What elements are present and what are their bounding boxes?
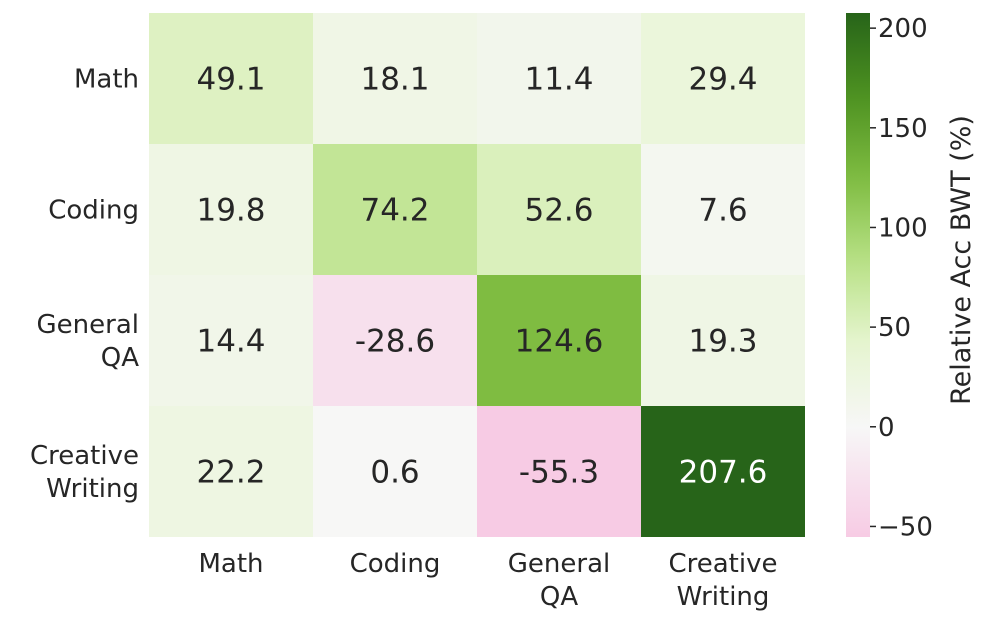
colorbar-tick-label: 200 (878, 14, 928, 44)
cell-value-label: 18.1 (360, 62, 429, 98)
colorbar-tick-label: 50 (878, 313, 911, 343)
colorbar-title: Relative Acc BWT (%) (946, 115, 977, 405)
cell-value-label: 7.6 (698, 193, 747, 229)
cell-value-label: 22.2 (196, 455, 265, 491)
cell-value-label: 0.6 (370, 455, 419, 491)
cell-value-label: -55.3 (519, 455, 599, 491)
heatmap-cell (313, 144, 477, 275)
column-label: Creative (668, 549, 777, 579)
heatmap-cell (641, 144, 805, 275)
heatmap-cell (477, 144, 641, 275)
colorbar-tick-label: −50 (878, 512, 933, 542)
column-label: Coding (350, 549, 441, 579)
heatmap-cell (313, 275, 477, 406)
colorbar-tick-label: 0 (878, 413, 895, 443)
heatmap-cell (149, 406, 313, 537)
cell-value-label: 19.8 (196, 193, 265, 229)
row-label: Math (74, 65, 139, 95)
heatmap-cell (149, 13, 313, 144)
cell-value-label: 14.4 (196, 324, 265, 360)
heatmap-cell (477, 406, 641, 537)
heatmap-cell (641, 275, 805, 406)
row-label: General (37, 310, 139, 340)
cell-value-label: 29.4 (688, 62, 757, 98)
heatmap-cells: 49.1 18.1 11.4 29.4 19.8 74.2 52.6 7.6 14.4 -28.6… (149, 13, 805, 537)
heatmap-cell (313, 13, 477, 144)
column-label: General (508, 549, 610, 579)
cell-value-label: 19.3 (688, 324, 757, 360)
colorbar-tick-label: 100 (878, 213, 928, 243)
row-label: QA (101, 343, 139, 373)
cell-value-label: 124.6 (515, 324, 604, 360)
heatmap-cell (313, 406, 477, 537)
colorbar: −50 0 50 100 150 200 Relative Acc BWT (%) (846, 13, 977, 542)
row-label: Creative (30, 441, 139, 471)
heatmap-cell (477, 275, 641, 406)
cell-value-label: 49.1 (196, 62, 265, 98)
cell-value-label: 74.2 (360, 193, 429, 229)
heatmap-cell (477, 13, 641, 144)
row-label: Writing (46, 474, 139, 504)
heatmap-cell (641, 13, 805, 144)
column-label: Writing (677, 582, 770, 612)
column-label: QA (540, 582, 578, 612)
heatmap-cell (149, 275, 313, 406)
column-label: Math (198, 549, 263, 579)
cell-value-label: 52.6 (524, 193, 593, 229)
cell-value-label: -28.6 (355, 324, 435, 360)
cell-value-label: 11.4 (524, 62, 593, 98)
colorbar-tick-label: 150 (878, 114, 928, 144)
row-label: Coding (48, 196, 139, 226)
heatmap-cell (641, 406, 805, 537)
colorbar-gradient (846, 13, 870, 537)
cell-value-label: 207.6 (679, 455, 768, 491)
heatmap-cell (149, 144, 313, 275)
